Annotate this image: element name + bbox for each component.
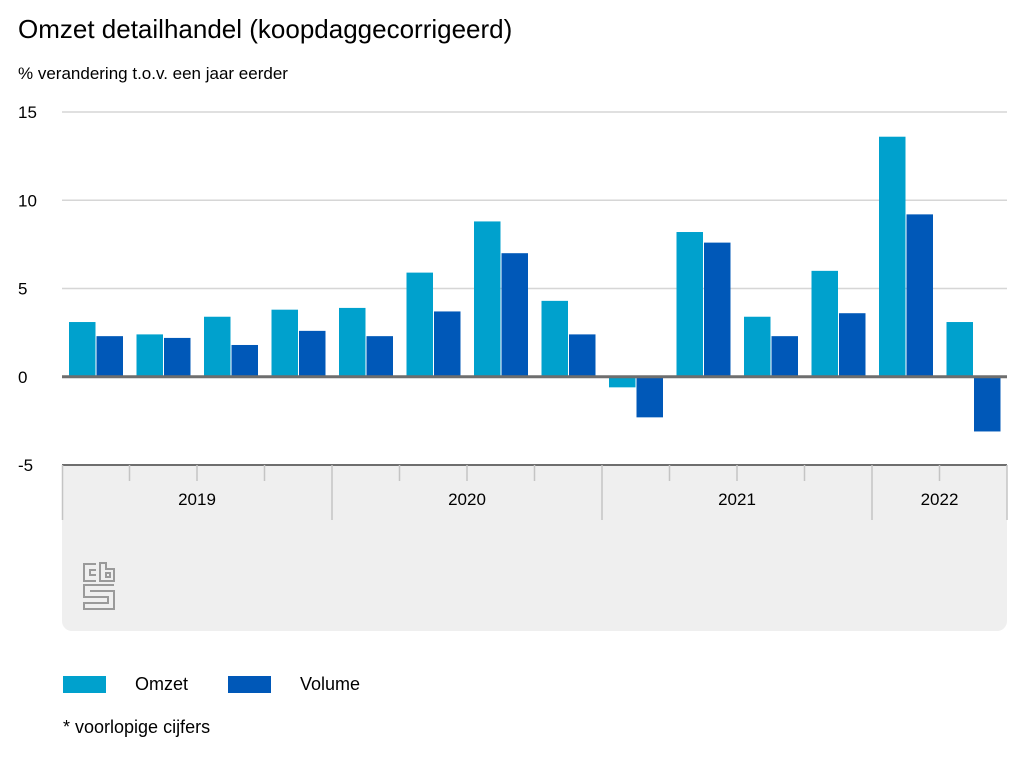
bar-omzet-2021-q2 bbox=[676, 232, 703, 377]
y-tick-label: -5 bbox=[18, 456, 33, 475]
bar-omzet-2022-q2 bbox=[946, 322, 973, 377]
bar-volume-2020-q2 bbox=[434, 311, 461, 377]
bar-volume-2020-q3 bbox=[501, 253, 528, 377]
bar-volume-2019-q2 bbox=[164, 337, 191, 377]
bar-volume-2021-q4 bbox=[839, 313, 866, 377]
legend-swatch-volume bbox=[228, 676, 272, 693]
bar-omzet-2022-q1 bbox=[879, 136, 906, 377]
bar-omzet-2020-q4 bbox=[541, 300, 568, 377]
bar-omzet-2019-q1 bbox=[69, 322, 96, 377]
bar-omzet-2020-q3 bbox=[474, 221, 501, 377]
legend-item-volume[interactable]: Volume bbox=[228, 674, 360, 695]
bar-volume-2021-q2 bbox=[704, 242, 731, 377]
y-tick-label: 5 bbox=[18, 280, 27, 299]
legend-swatch-omzet bbox=[63, 676, 106, 693]
bar-volume-2020-q4 bbox=[569, 334, 596, 377]
legend-item-omzet[interactable]: Omzet bbox=[63, 674, 188, 695]
x-year-label: 2021 bbox=[718, 490, 756, 509]
x-axis-band bbox=[62, 464, 1007, 631]
x-year-label: 2020 bbox=[448, 490, 486, 509]
bar-volume-2020-q1 bbox=[366, 336, 393, 377]
legend-label-volume: Volume bbox=[300, 674, 361, 694]
y-tick-label: 15 bbox=[18, 103, 37, 122]
bar-omzet-2019-q3 bbox=[204, 316, 231, 377]
bar-omzet-2021-q3 bbox=[744, 316, 771, 377]
bar-volume-2022-q1 bbox=[906, 214, 933, 377]
bar-volume-2019-q4 bbox=[299, 330, 326, 377]
bar-volume-2019-q3 bbox=[231, 344, 258, 377]
y-tick-label: 0 bbox=[18, 368, 27, 387]
bar-volume-2021-q3 bbox=[771, 336, 798, 377]
x-year-label: 2022 bbox=[921, 490, 959, 509]
x-year-label: 2019 bbox=[178, 490, 216, 509]
footnote: * voorlopige cijfers bbox=[63, 717, 211, 737]
bar-omzet-2019-q4 bbox=[271, 309, 298, 377]
y-tick-label: 10 bbox=[18, 191, 37, 210]
legend-label-omzet: Omzet bbox=[135, 674, 189, 694]
bar-omzet-2020-q1 bbox=[339, 307, 366, 377]
bar-omzet-2021-q1 bbox=[609, 376, 636, 388]
bar-omzet-2021-q4 bbox=[811, 270, 838, 377]
cbs-logo-icon bbox=[83, 562, 115, 610]
bar-volume-2022-q2 bbox=[974, 376, 1001, 432]
chart-title: Omzet detailhandel (koopdaggecorrigeerd) bbox=[18, 14, 513, 44]
chart-plot: 15 10 5 0 -5 2019 2020 2021 2022 bbox=[18, 103, 1008, 520]
legend: Omzet Volume bbox=[63, 674, 400, 695]
bar-omzet-2020-q2 bbox=[406, 272, 433, 377]
bar-volume-2019-q1 bbox=[96, 336, 123, 377]
bar-volume-2021-q1 bbox=[636, 376, 663, 418]
chart-subtitle: % verandering t.o.v. een jaar eerder bbox=[18, 64, 288, 83]
bar-omzet-2019-q2 bbox=[136, 334, 163, 377]
